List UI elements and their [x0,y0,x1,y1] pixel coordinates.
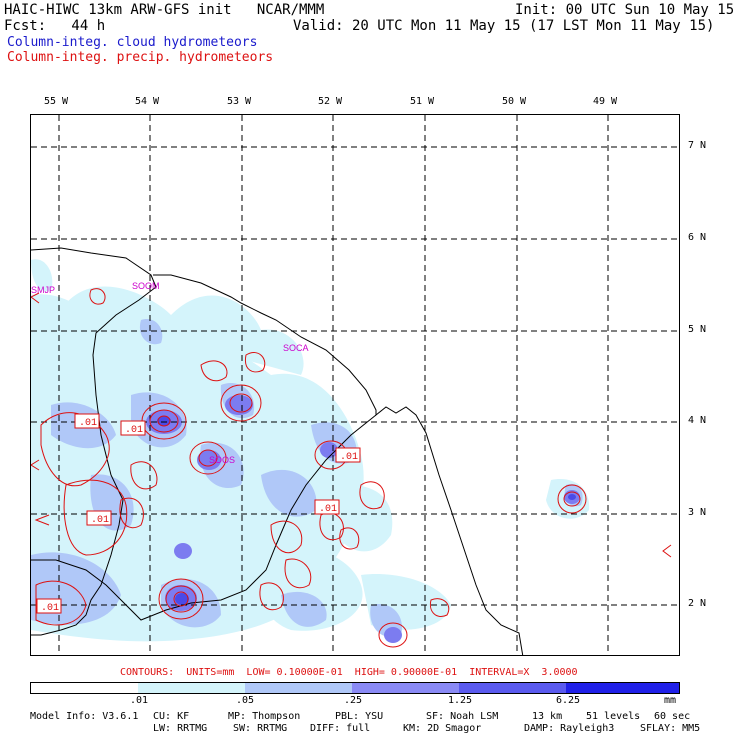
station-label-soos: SOOS [209,455,235,465]
station-label-soca: SOCA [283,343,309,353]
contour-label: .01 [125,425,143,436]
contour-label: .01 [91,515,109,526]
colorbar-unit: mm [664,695,677,706]
colorbar-bin-0 [31,683,138,693]
lon-label-52w: 52 W [318,96,343,107]
pbl-scheme: PBL: YSU [335,711,384,722]
contour-label-boxes [36,413,361,614]
lon-label-54w: 54 W [135,96,160,107]
lat-label-4n: 4 N [688,415,707,426]
colorbar-tick-2: .25 [344,695,363,706]
lon-label-49w: 49 W [593,96,618,107]
lw-scheme: LW: RRTMG [153,723,208,734]
valid-time: Valid: 20 UTC Mon 11 May 15 (17 LST Mon … [293,18,715,34]
colorbar-bin-5 [566,683,679,693]
surface-layer: SFLAY: MM5 [640,723,701,734]
lat-label-6n: 6 N [688,232,707,243]
cu-scheme: CU: KF [153,711,190,722]
precip-contours [31,288,672,648]
colorbar-bin-1 [138,683,245,693]
contour-info: CONTOURS: UNITS=mm LOW= 0.10000E-01 HIGH… [120,667,578,678]
diffusion: DIFF: full [310,723,371,734]
init-time: Init: 00 UTC Sun 10 May 15 [515,2,735,18]
lat-label-3n: 3 N [688,507,707,518]
vertical-levels: 51 levels [586,711,641,722]
sf-scheme: SF: Noah LSM [426,711,499,722]
map-title: HAIC-HIWC 13km ARW-GFS init NCAR/MMM [4,2,325,18]
coastlines [31,247,524,655]
station-label-soom: SOOM [132,281,160,291]
colorbar-tick-0: .01 [130,695,149,706]
contour-label: .01 [41,603,59,614]
lon-label-50w: 50 W [502,96,527,107]
time-step: 60 sec [654,711,691,722]
station-labels: SMJP SOOM SOCA SOOS [31,281,309,465]
km-scheme: KM: 2D Smagor [403,723,482,734]
mp-scheme: MP: Thompson [228,711,301,722]
colorbar-tick-4: 6.25 [556,695,581,706]
colorbar-tick-3: 1.25 [448,695,473,706]
contour-label: .01 [340,452,358,463]
colorbar [30,682,680,694]
lon-label-55w: 55 W [44,96,69,107]
contour-label: .01 [79,418,97,429]
cloud-shading-core [157,416,576,605]
resolution: 13 km [532,711,563,722]
colorbar-bin-3 [352,683,459,693]
sw-scheme: SW: RRTMG [233,723,288,734]
station-label-smjp: SMJP [31,285,55,295]
lat-label-5n: 5 N [688,324,707,335]
model-info: Model Info: V3.6.1 [30,711,139,722]
legend-precip: Column-integ. precip. hydrometeors [7,50,274,65]
damping: DAMP: Rayleigh3 [524,723,615,734]
map-panel: .01 .01 .01 .01 .01 .01 SMJP SOOM SOCA S… [30,114,680,656]
contour-labels: .01 .01 .01 .01 .01 .01 [41,418,358,614]
colorbar-tick-1: .05 [236,695,255,706]
colorbar-bin-4 [459,683,566,693]
lat-lon-grid [31,115,679,655]
map-canvas: .01 .01 .01 .01 .01 .01 SMJP SOOM SOCA S… [31,115,679,655]
contour-label: .01 [319,504,337,515]
lon-label-51w: 51 W [410,96,435,107]
colorbar-bin-2 [245,683,352,693]
forecast-hour: Fcst: 44 h [4,18,106,34]
lon-label-53w: 53 W [227,96,252,107]
legend-cloud: Column-integ. cloud hydrometeors [7,35,258,50]
lat-label-7n: 7 N [688,140,707,151]
lat-label-2n: 2 N [688,598,707,609]
